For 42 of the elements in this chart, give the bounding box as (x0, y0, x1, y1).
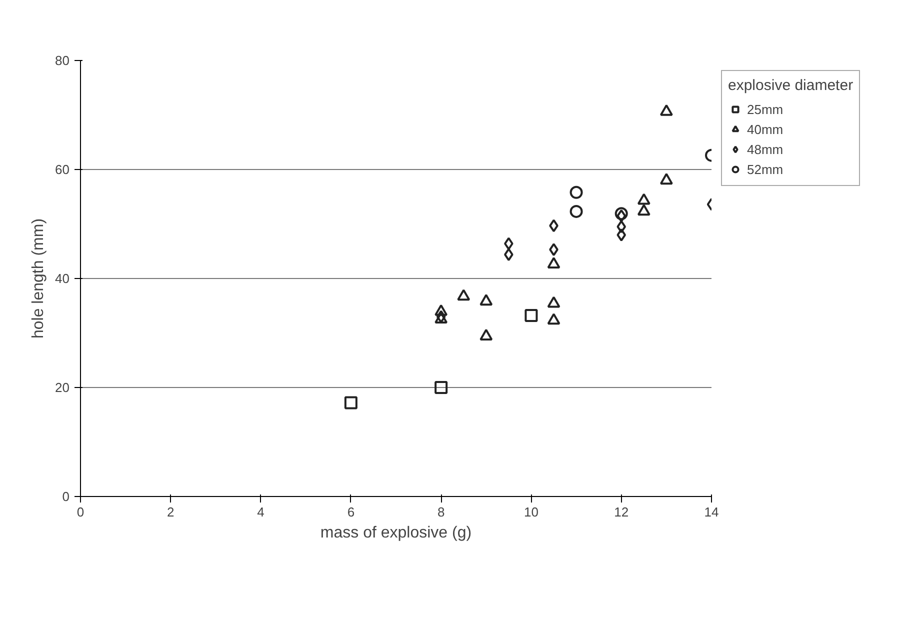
point (524, 309, 538, 322)
point (616, 228, 626, 242)
x-tick-label: 10 (524, 504, 538, 520)
x-tick-label: 12 (614, 504, 629, 520)
point (344, 396, 358, 410)
y-axis-title: hole length (mm) (30, 218, 48, 339)
point (570, 204, 583, 218)
point (616, 220, 626, 234)
point (434, 304, 448, 316)
legend-label: 25mm (747, 102, 784, 116)
point (549, 219, 558, 232)
y-tick-label: 20 (55, 380, 70, 395)
x-tick-label: 8 (437, 504, 445, 520)
x-tick-label: 4 (257, 504, 264, 520)
x-tick-label: 0 (76, 504, 84, 520)
point (660, 104, 673, 116)
point (547, 256, 560, 269)
x-tick-label: 14 (704, 504, 719, 520)
point (637, 204, 650, 216)
y-tick-label: 80 (55, 53, 70, 68)
x-tick-label: 2 (167, 504, 174, 520)
x-tick-label: 6 (347, 504, 355, 520)
point (434, 381, 448, 394)
point (480, 328, 493, 340)
point (637, 193, 650, 205)
point (457, 289, 470, 301)
point (480, 294, 493, 306)
legend-label: 40mm (747, 122, 784, 136)
point (549, 243, 558, 256)
point (504, 237, 514, 250)
x-axis-title: mass of explosive (g) (320, 524, 472, 542)
y-tick-label: 60 (55, 162, 70, 177)
point (504, 248, 514, 262)
point (547, 313, 560, 325)
point (570, 186, 583, 199)
legend-label: 52mm (747, 162, 784, 176)
point (547, 296, 560, 308)
y-tick-label: 0 (62, 489, 70, 504)
legend-title: explosive diameter (728, 77, 854, 94)
point (660, 173, 673, 185)
legend-label: 48mm (747, 142, 784, 156)
y-tick-label: 40 (55, 271, 70, 286)
